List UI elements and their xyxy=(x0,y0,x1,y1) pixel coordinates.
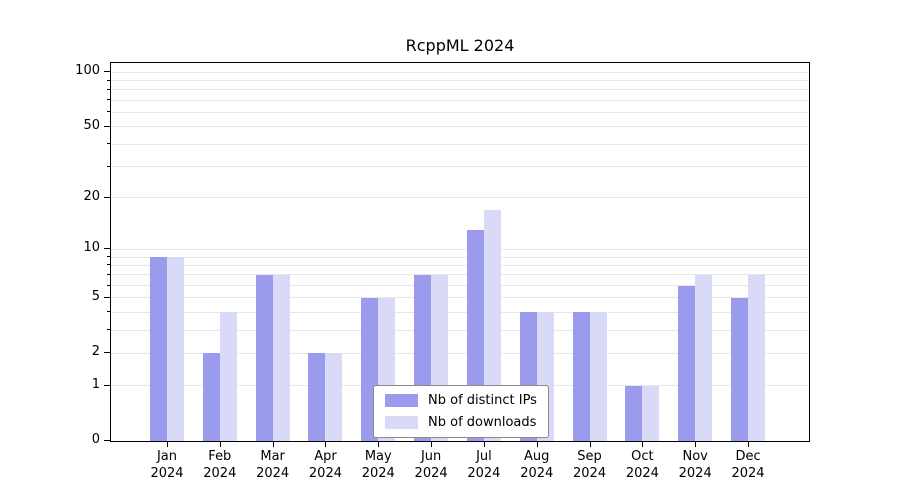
x-tick-label: Mar 2024 xyxy=(256,449,290,481)
gridline xyxy=(111,329,809,331)
bar xyxy=(167,257,184,441)
x-tick-mark xyxy=(483,442,485,447)
gridline xyxy=(111,197,809,199)
legend-label-downloads: Nb of downloads xyxy=(428,415,537,430)
bar xyxy=(325,353,343,441)
bar xyxy=(695,274,713,441)
bar xyxy=(748,274,766,441)
x-tick-label: Jul 2024 xyxy=(467,449,501,481)
y-tick-label: 0 xyxy=(91,432,100,447)
x-tick-mark xyxy=(431,442,433,447)
gridline xyxy=(111,99,809,101)
x-tick-label: Jun 2024 xyxy=(414,449,448,481)
bar xyxy=(678,285,696,441)
gridline xyxy=(111,166,809,168)
x-tick-mark xyxy=(378,442,380,447)
bar xyxy=(219,312,237,441)
x-tick-mark xyxy=(748,442,750,447)
legend-entry-distinct-ips: Nb of distinct IPs xyxy=(385,393,537,408)
x-tick-mark xyxy=(642,442,644,447)
x-tick-label: Jan 2024 xyxy=(150,449,184,481)
legend-label-distinct-ips: Nb of distinct IPs xyxy=(428,393,537,408)
bar xyxy=(731,297,749,441)
x-tick-mark xyxy=(167,442,168,447)
gridline xyxy=(111,89,809,91)
bar xyxy=(150,257,167,441)
x-tick-mark xyxy=(695,442,697,447)
legend-swatch-downloads xyxy=(385,416,418,429)
gridline xyxy=(111,264,809,266)
x-tick-mark xyxy=(536,442,538,447)
gridline xyxy=(111,111,809,113)
y-tick-label: 100 xyxy=(75,63,100,79)
gridline xyxy=(111,256,809,258)
gridline xyxy=(111,126,809,128)
x-tick-mark xyxy=(589,442,591,447)
bar xyxy=(625,385,643,441)
x-tick-mark xyxy=(219,442,221,447)
gridline xyxy=(111,285,809,286)
gridline xyxy=(111,311,809,313)
y-tick-label: 20 xyxy=(83,188,100,204)
legend: Nb of distinct IPs Nb of downloads xyxy=(373,385,549,438)
legend-swatch-distinct-ips xyxy=(385,394,418,407)
x-tick-label: Feb 2024 xyxy=(203,449,237,481)
y-tick-label: 10 xyxy=(83,240,100,256)
x-tick-label: Aug 2024 xyxy=(520,449,554,481)
gridline xyxy=(111,248,809,250)
y-tick-label: 50 xyxy=(83,117,100,133)
y-tick-label: 2 xyxy=(91,344,100,360)
x-tick-mark xyxy=(272,442,274,447)
gridline xyxy=(111,80,809,82)
x-tick-label: Sep 2024 xyxy=(573,449,607,481)
y-tick-label: 5 xyxy=(91,288,100,304)
legend-entry-downloads: Nb of downloads xyxy=(385,415,537,430)
gridline xyxy=(111,352,809,354)
bar xyxy=(589,312,607,441)
x-tick-mark xyxy=(325,442,327,447)
bar xyxy=(308,353,326,441)
bar xyxy=(642,385,660,441)
bar xyxy=(202,353,220,441)
bar xyxy=(572,312,590,441)
chart-title: RcppML 2024 xyxy=(405,36,515,55)
bar xyxy=(483,210,501,441)
gridline xyxy=(111,71,809,73)
x-tick-label: Nov 2024 xyxy=(678,449,712,481)
x-tick-label: Oct 2024 xyxy=(625,449,659,481)
gridline xyxy=(111,297,809,299)
bar xyxy=(272,274,290,441)
gridline xyxy=(111,143,809,145)
y-tick-label: 1 xyxy=(91,376,100,392)
x-tick-label: Apr 2024 xyxy=(308,449,342,481)
bar xyxy=(255,274,273,441)
x-tick-label: May 2024 xyxy=(361,449,395,481)
plot-area: Nb of distinct IPs Nb of downloads xyxy=(110,62,810,442)
x-tick-label: Dec 2024 xyxy=(731,449,765,481)
gridline xyxy=(111,274,809,276)
